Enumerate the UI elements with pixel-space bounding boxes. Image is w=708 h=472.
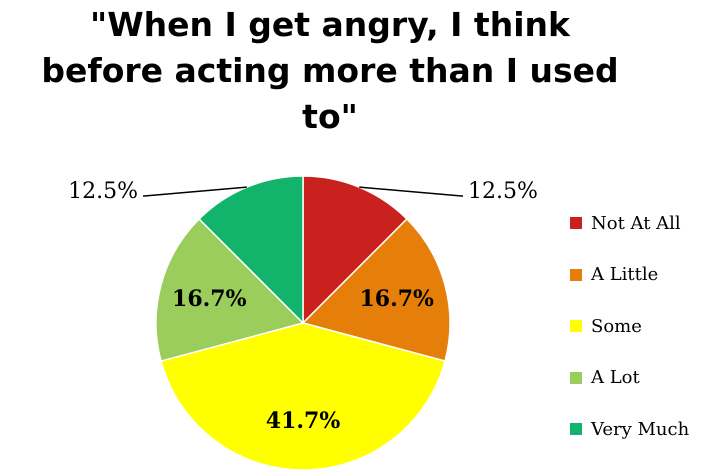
data-label-some: 41.7% [266,408,341,434]
pie-slice-not-at-all [302,175,408,325]
legend-swatch [570,371,582,384]
legend-item-a-little: A Little [570,262,689,288]
legend-swatch [570,217,582,229]
legend-item-not-at-all: Not At All [570,210,689,236]
pie-slice-some [160,322,446,471]
pie-slice-a-lot [155,217,305,363]
legend-label: Not At All [591,212,681,234]
data-label-very-much: 12.5% [68,179,138,204]
legend-label: Some [591,315,642,337]
legend-swatch [570,268,582,281]
leader-line-very-much [142,186,247,197]
chart-title-line: before acting more than I used [41,51,619,90]
chart-title-line: "When I get angry, I think [90,5,570,44]
pie-slice-very-much [198,175,304,325]
legend-item-some: Some [570,313,689,339]
pie-slice-a-little [301,217,451,363]
legend-label: A Lot [591,367,640,388]
legend-swatch [570,423,582,435]
data-label-a-little: 16.7% [359,286,434,312]
legend: Not At All A Little Some A Lot Very Much [570,210,689,468]
chart-title: "When I get angry, I think before acting… [0,2,660,140]
leader-line-not-at-all [359,186,464,197]
legend-label: A Little [591,264,659,285]
legend-item-a-lot: A Lot [570,365,689,391]
chart-title-line: to" [302,97,358,136]
data-label-a-lot: 16.7% [172,286,247,312]
legend-swatch [570,320,582,332]
legend-label: Very Much [591,418,690,440]
legend-item-very-much: Very Much [570,416,689,442]
data-label-not-at-all: 12.5% [468,179,538,204]
